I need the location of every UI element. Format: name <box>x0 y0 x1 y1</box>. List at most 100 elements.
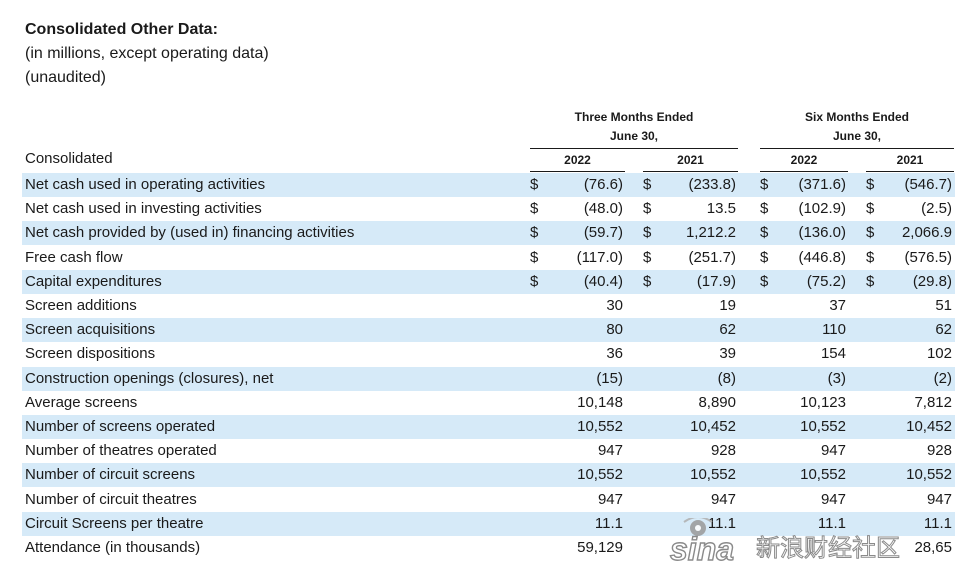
value-cell: (76.6) <box>583 176 623 193</box>
value-cell: (17.9) <box>696 272 736 290</box>
value-cell: 80 <box>606 321 623 339</box>
row-label: Capital expenditures <box>25 272 162 290</box>
value-cell: 947 <box>597 490 623 508</box>
value-cell: (8) <box>717 369 736 387</box>
currency-symbol: $ <box>866 176 875 193</box>
table-row: Screen dispositions 36 39 154 102 <box>22 342 955 366</box>
table-row: Net cash used in investing activities $ (4… <box>22 197 955 221</box>
row-label: Screen acquisitions <box>25 321 156 339</box>
year-rule <box>760 171 848 172</box>
three-months-header: Three Months Ended June 30, <box>530 108 738 146</box>
value-cell: 7,812 <box>914 393 952 411</box>
three-months-header-line2: June 30, <box>609 129 659 143</box>
value-cell: 28,65 <box>914 539 952 556</box>
currency-symbol: $ <box>760 248 769 266</box>
row-label: Net cash provided by (used in) financing… <box>25 224 355 242</box>
year-header: 2021 <box>896 153 924 167</box>
row-label: Net cash used in investing activities <box>25 200 262 218</box>
year-header: 2022 <box>790 153 818 167</box>
currency-symbol: $ <box>530 176 539 193</box>
value-cell: 30 <box>606 297 623 314</box>
table-row: Circuit Screens per theatre 11.1 11.1 11.1 1… <box>22 511 955 536</box>
row-label: Screen dispositions <box>25 345 156 363</box>
currency-symbol: $ <box>643 176 652 193</box>
value-cell: 928 <box>710 442 736 460</box>
currency-symbol: $ <box>643 248 652 266</box>
currency-symbol: $ <box>530 248 539 266</box>
value-cell: 11.1 <box>817 514 846 532</box>
value-cell: 10,552 <box>690 466 736 484</box>
value-cell: (371.6) <box>798 176 846 193</box>
value-cell: (2) <box>933 369 952 387</box>
currency-symbol: $ <box>530 224 539 242</box>
table-row: Number of circuit theatres 947 947 947 947 <box>22 488 955 512</box>
value-cell: 947 <box>820 490 846 508</box>
value-cell: (75.2) <box>806 272 846 290</box>
value-cell: 10,123 <box>800 393 846 411</box>
value-cell: (546.7) <box>904 176 952 193</box>
currency-symbol: $ <box>643 200 652 218</box>
value-cell: (29.8) <box>912 272 952 290</box>
value-cell: (40.4) <box>583 272 623 290</box>
row-label: Attendance (in thousands) <box>25 539 201 556</box>
row-label: Number of circuit screens <box>25 466 196 484</box>
value-cell: 62 <box>935 321 952 339</box>
value-cell: 10,552 <box>906 466 952 484</box>
year-rule <box>643 171 738 172</box>
row-label: Construction openings (closures), net <box>25 369 274 387</box>
value-cell: 13.5 <box>706 200 736 218</box>
value-cell: 102 <box>926 345 952 363</box>
value-cell: 51 <box>935 297 952 314</box>
value-cell: 947 <box>926 490 952 508</box>
value-cell: 37 <box>829 297 846 314</box>
value-cell: (251.7) <box>688 248 736 266</box>
value-cell: 11.1 <box>594 514 623 532</box>
row-header: Consolidated <box>25 150 113 167</box>
row-label: Number of circuit theatres <box>25 490 197 508</box>
table-row: Screen acquisitions 80 62 110 62 <box>22 318 955 343</box>
value-cell: (102.9) <box>798 200 846 218</box>
currency-symbol: $ <box>760 224 769 242</box>
table-row: Net cash provided by (used in) financing… <box>22 221 955 246</box>
value-cell: 928 <box>926 442 952 460</box>
row-label: Net cash used in operating activities <box>25 176 266 193</box>
table-row: Number of screens operated 10,552 10,452 10… <box>22 415 955 439</box>
value-cell: 10,552 <box>577 418 623 435</box>
value-cell: (59.7) <box>583 224 623 242</box>
year-rule <box>866 171 954 172</box>
table-row: Attendance (in thousands) 59,129 28,65 <box>22 536 955 560</box>
table-row: Construction openings (closures), net (15… <box>22 366 955 391</box>
three-months-rule <box>530 148 738 149</box>
report-title: Consolidated Other Data: <box>25 21 218 38</box>
currency-symbol: $ <box>643 224 652 242</box>
table-row: Screen additions 30 19 37 51 <box>22 294 955 318</box>
six-months-rule <box>760 148 954 149</box>
value-cell: 947 <box>597 442 623 460</box>
currency-symbol: $ <box>760 200 769 218</box>
currency-symbol: $ <box>760 272 769 290</box>
currency-symbol: $ <box>530 272 539 290</box>
row-label: Free cash flow <box>25 248 123 266</box>
value-cell: (15) <box>596 369 623 387</box>
year-rule <box>530 171 625 172</box>
currency-symbol: $ <box>866 248 875 266</box>
value-cell: (576.5) <box>904 248 952 266</box>
row-label: Average screens <box>25 393 138 411</box>
table-row: Net cash used in operating activities $ (7… <box>22 173 955 197</box>
value-cell: (446.8) <box>798 248 846 266</box>
value-cell: 10,452 <box>906 418 952 435</box>
value-cell: 10,148 <box>577 393 623 411</box>
table-row: Average screens 10,148 8,890 10,123 7,812 <box>22 391 955 415</box>
value-cell: 19 <box>719 297 736 314</box>
value-cell: (48.0) <box>583 200 623 218</box>
six-months-header: Six Months Ended June 30, <box>760 108 954 146</box>
value-cell: (2.5) <box>921 200 952 218</box>
value-cell: 36 <box>606 345 623 363</box>
table-row: Capital expenditures $ (40.4) $ (17.9) $ (75.2… <box>22 269 955 294</box>
value-cell: 1,212.2 <box>685 224 736 242</box>
row-label: Circuit Screens per theatre <box>25 514 204 532</box>
value-cell: 2,066.9 <box>901 224 952 242</box>
currency-symbol: $ <box>866 224 875 242</box>
table-row: Free cash flow $ (117.0) $ (251.7) $ (446.8) $ (… <box>22 246 955 270</box>
value-cell: 10,452 <box>690 418 736 435</box>
